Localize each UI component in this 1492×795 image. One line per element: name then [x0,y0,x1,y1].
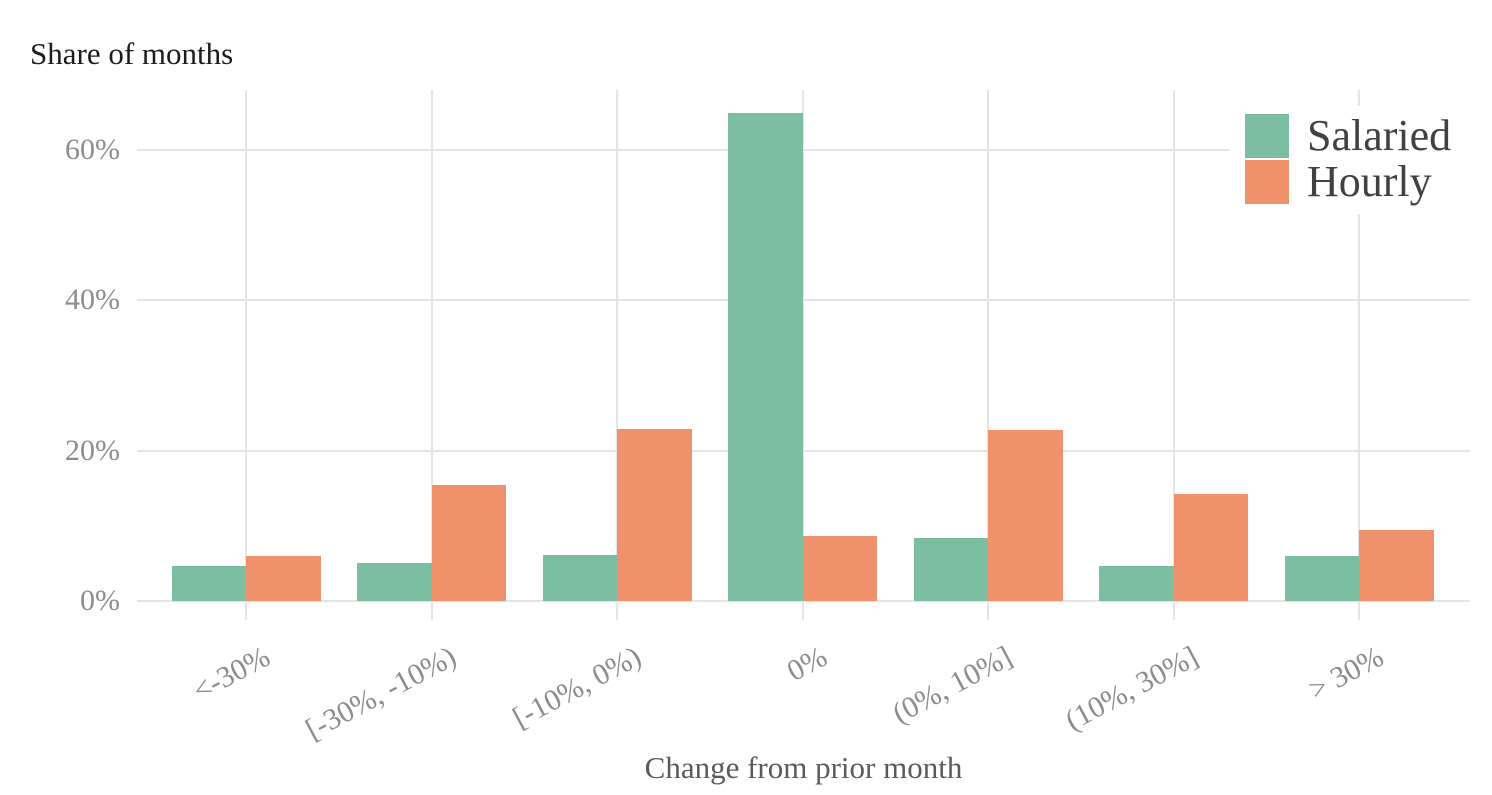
bar-hourly-0 [246,555,321,601]
bar-salaried-0 [171,566,246,601]
x-tick-label-6: > 30% [1302,640,1389,707]
gridline-horizontal-0 [137,600,1470,602]
gridline-horizontal-40 [137,299,1470,302]
gridline-vertical-4 [987,90,989,620]
x-tick-label-0: <-30% [187,640,276,708]
bar-salaried-5 [1099,566,1174,601]
x-tick-label-1: [-30%, -10%) [299,640,461,747]
x-tick-label-4: (0%, 10%] [887,640,1018,731]
legend: Salaried Hourly [1230,106,1484,214]
legend-label-salaried: Salaried [1307,111,1452,160]
gridline-vertical-6 [1358,90,1360,620]
y-tick-label-0: 0% [80,584,120,617]
legend-label-hourly: Hourly [1307,157,1432,206]
legend-swatch-hourly [1245,160,1289,204]
gridline-horizontal-20 [137,449,1470,452]
gridline-vertical-2 [616,90,618,620]
bar-hourly-2 [617,428,692,601]
legend-swatch-salaried [1245,114,1289,158]
gridline-vertical-5 [1172,90,1175,620]
legend-item-salaried: Salaried [1230,114,1484,158]
y-tick-label-60: 60% [65,133,120,167]
bar-hourly-6 [1359,529,1434,601]
y-tick-label-40: 40% [65,283,120,317]
bar-salaried-3 [728,112,803,601]
x-axis-title: Change from prior month [644,750,963,785]
x-tick-label-3: 0% [781,640,832,688]
bar-salaried-4 [913,537,988,601]
y-axis-title: Share of months [30,36,234,71]
gridline-vertical-1 [430,90,433,620]
legend-item-hourly: Hourly [1230,160,1484,204]
bar-hourly-1 [431,484,506,601]
bar-hourly-4 [988,429,1063,601]
y-tick-label-20: 20% [65,433,120,467]
x-tick-label-2: [-10%, 0%) [507,640,647,735]
bar-salaried-1 [357,563,432,601]
plot-area [137,90,1470,620]
bar-hourly-3 [802,535,877,601]
bar-salaried-6 [1284,555,1359,601]
gridline-vertical-0 [245,90,247,620]
bar-hourly-5 [1173,493,1248,601]
gridline-horizontal-60 [137,149,1470,152]
bar-salaried-2 [542,555,617,601]
x-tick-label-5: (10%, 30%] [1059,640,1203,738]
gridline-vertical-3 [801,90,804,620]
